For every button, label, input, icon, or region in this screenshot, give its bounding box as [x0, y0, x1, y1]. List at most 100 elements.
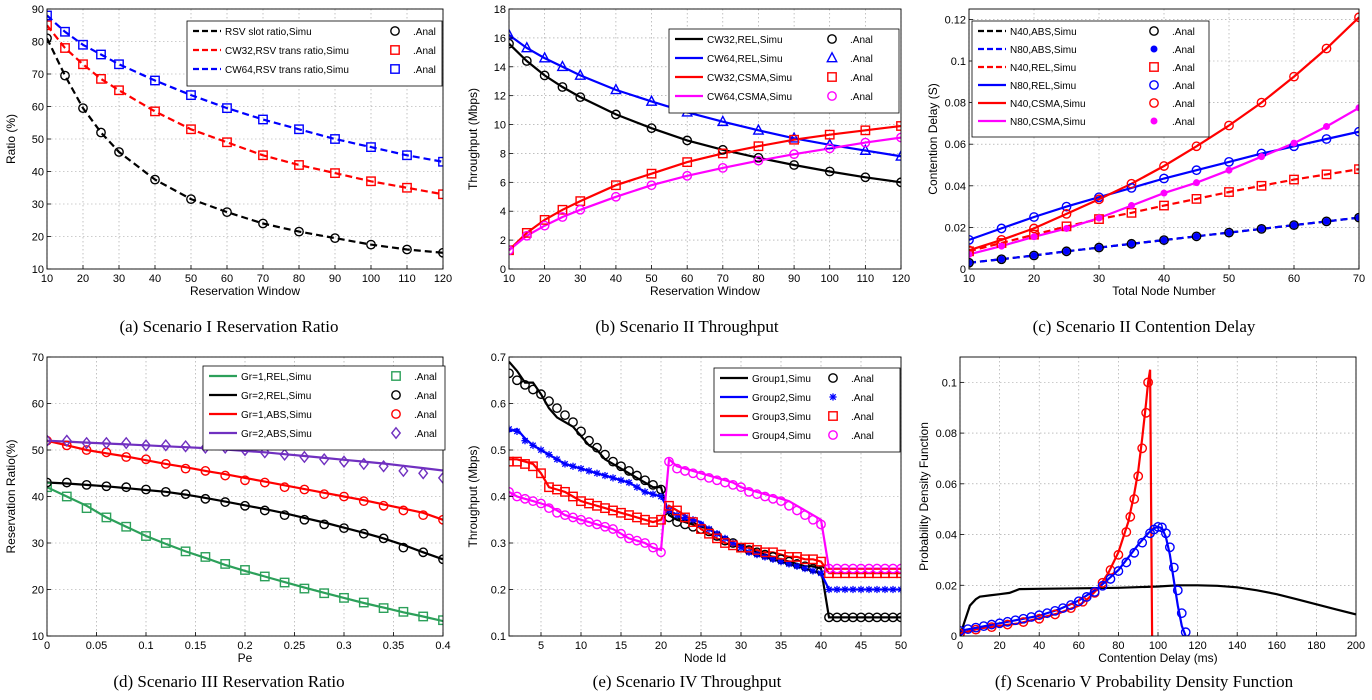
- data-point: [160, 486, 171, 497]
- data-point: [1225, 166, 1233, 174]
- y-tick-label: 6: [500, 177, 506, 189]
- x-tick-label: 60: [1288, 273, 1300, 285]
- data-point: [648, 542, 658, 553]
- data-point: [608, 456, 618, 467]
- data-point: [789, 160, 799, 170]
- data-point: [536, 498, 546, 509]
- data-point: [1172, 585, 1183, 596]
- data-point: [1224, 187, 1234, 197]
- data-point: [378, 533, 389, 544]
- data-point: [1094, 194, 1104, 205]
- data-point: [81, 503, 92, 514]
- x-tick-label: 100: [1149, 640, 1167, 652]
- chart-e: 5 10 15 20 25 30 35 40 45 50 0.1 0.2 0.3 0.4 0.5 0.6 0.7…: [466, 352, 907, 665]
- data-point: [574, 68, 587, 80]
- legend-box: [202, 365, 446, 451]
- data-point: [366, 142, 376, 153]
- data-point: [418, 466, 429, 480]
- y-tick-label: 0.6: [491, 399, 506, 411]
- y-tick-label: 0.04: [936, 530, 957, 542]
- data-point: [294, 160, 304, 170]
- chart-b: 10 20 30 40 50 60 70 80 90 100 110 120 0 2 4 6 8 10 12 14 16…: [466, 4, 910, 298]
- data-point: [1289, 174, 1299, 185]
- legend-label: .Anal: [1172, 45, 1195, 56]
- data-point: [220, 497, 231, 507]
- series-gr-2-rel-simu: [47, 481, 443, 561]
- series-gr-1-abs-simu: [47, 439, 443, 521]
- data-point: [828, 430, 838, 440]
- data-point: [828, 411, 838, 421]
- data-point: [141, 531, 151, 541]
- data-point: [81, 445, 92, 455]
- y-tick-label: 0.08: [945, 98, 966, 110]
- data-point: [1290, 221, 1298, 229]
- data-point: [47, 434, 53, 448]
- data-point: [121, 452, 132, 462]
- data-point: [769, 555, 777, 563]
- legend-box: [668, 28, 900, 114]
- data-point: [826, 51, 838, 63]
- y-tick-label: 0.08: [936, 428, 957, 440]
- legend-label: .Anal: [850, 54, 873, 65]
- legend-label: .Anal: [850, 73, 873, 84]
- data-point: [1159, 161, 1169, 171]
- x-tick-label: 140: [1228, 640, 1246, 652]
- data-point: [240, 565, 250, 575]
- panel-d: 0 0.05 0.1 0.15 0.2 0.25 0.3 0.35 0.4 10 20 30 40 50 6…: [0, 350, 458, 700]
- series-line: [509, 42, 901, 184]
- panel-b: 10 20 30 40 50 60 70 80 90 100 110 120 0 2 4 6 8 10 12 14 16…: [458, 0, 916, 350]
- data-point: [664, 456, 674, 467]
- data-point: [536, 389, 546, 400]
- data-point: [509, 486, 514, 497]
- y-tick-label: 12: [494, 91, 506, 103]
- chart-d: 0 0.05 0.1 0.15 0.2 0.25 0.3 0.35 0.4 10 20 30 40 50 6…: [4, 352, 451, 665]
- data-point: [881, 585, 889, 594]
- data-point: [398, 505, 409, 516]
- data-point: [330, 168, 340, 179]
- data-point: [366, 176, 376, 187]
- data-point: [539, 214, 550, 225]
- data-point: [258, 150, 268, 161]
- y-axis-label: Reservation Ratio(%): [4, 439, 18, 553]
- series-line: [960, 584, 1356, 636]
- data-point: [1061, 246, 1072, 257]
- legend-label: .Anal: [414, 372, 437, 383]
- x-tick-label: 110: [398, 273, 416, 285]
- data-point: [319, 452, 330, 466]
- x-tick-label: 20: [77, 273, 89, 285]
- data-point: [960, 628, 965, 636]
- data-point: [827, 34, 837, 44]
- data-point: [121, 436, 132, 450]
- series-line: [47, 481, 443, 561]
- x-tick-label: 120: [434, 273, 452, 285]
- data-point: [339, 523, 349, 534]
- data-point: [437, 471, 443, 485]
- data-point: [552, 403, 562, 414]
- data-point: [969, 245, 974, 256]
- series--anal: [509, 456, 901, 574]
- data-point: [593, 469, 601, 477]
- data-point: [1191, 165, 1202, 176]
- x-tick-label: 90: [788, 273, 800, 285]
- legend-label: .Anal: [413, 65, 436, 76]
- data-point: [1289, 220, 1299, 231]
- data-point: [793, 562, 801, 570]
- data-point: [200, 493, 211, 504]
- data-point: [1061, 201, 1072, 212]
- data-point: [1160, 236, 1168, 244]
- data-point: [1160, 189, 1168, 197]
- x-tick-label: 0.2: [237, 640, 252, 652]
- series--anal: [969, 214, 1359, 267]
- data-point: [539, 70, 550, 81]
- x-tick-label: 70: [257, 273, 269, 285]
- data-point: [817, 569, 825, 577]
- data-point: [47, 33, 52, 44]
- plot-frame: [508, 356, 902, 637]
- x-axis-label: Node Id: [684, 651, 726, 665]
- legend-label: Group4,Simu: [752, 431, 811, 442]
- data-point: [816, 556, 826, 567]
- data-point: [61, 477, 72, 488]
- data-point: [544, 503, 554, 514]
- x-tick-label: 45: [855, 640, 867, 652]
- x-tick-label: 80: [293, 273, 305, 285]
